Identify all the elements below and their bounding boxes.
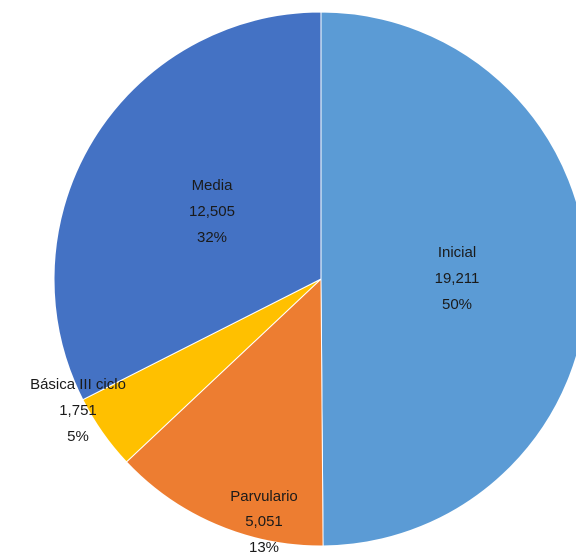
pie-slice-media	[53, 11, 322, 401]
slice-value-basica-iii-ciclo: 1,751	[59, 402, 97, 419]
pie-slice-parvulario	[125, 277, 324, 547]
slice-percent-media: 32%	[197, 229, 227, 246]
slice-percent-parvulario: 13%	[249, 539, 279, 556]
pie-labels: Inicial 19,211 50% Parvulario 5,051 13% …	[30, 177, 479, 556]
slice-value-inicial: 19,211	[435, 270, 480, 287]
slice-value-media: 12,505	[189, 203, 235, 220]
slice-value-parvulario: 5,051	[245, 513, 283, 530]
pie-slices	[53, 11, 576, 547]
slice-percent-basica-iii-ciclo: 5%	[67, 428, 89, 445]
slice-percent-inicial: 50%	[442, 296, 472, 313]
slice-label-inicial: Inicial	[438, 244, 476, 261]
slice-label-media: Media	[192, 177, 234, 194]
slice-label-parvulario: Parvulario	[230, 488, 298, 505]
slice-label-basica-iii-ciclo: Básica III ciclo	[30, 376, 126, 393]
pie-slice-inicial	[320, 11, 576, 547]
